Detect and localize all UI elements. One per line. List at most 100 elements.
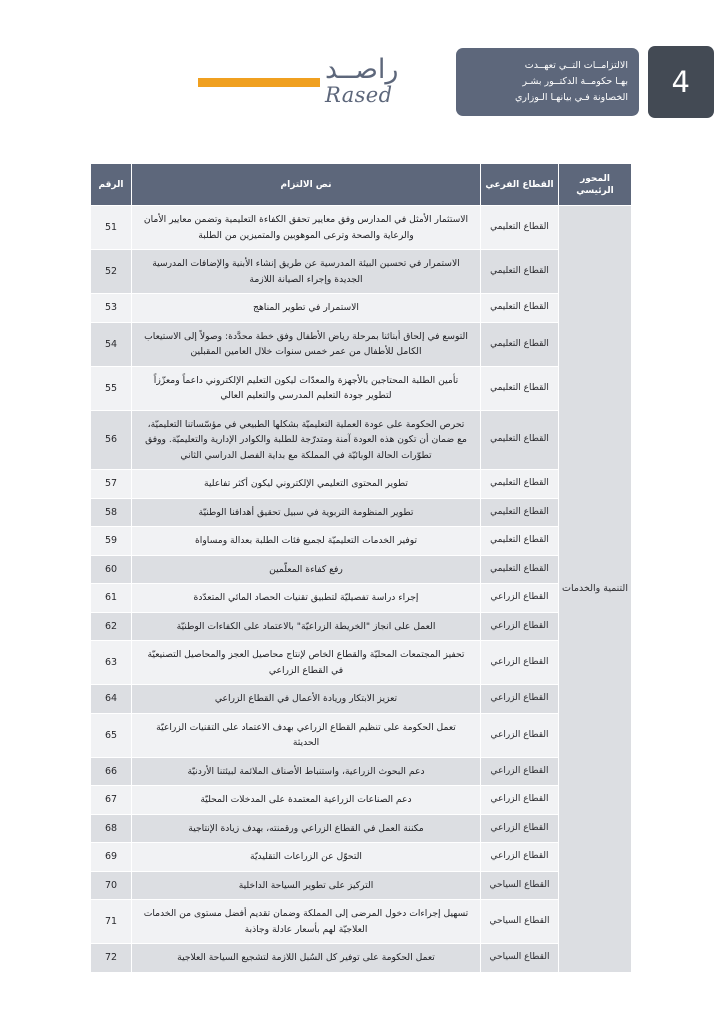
cell-commitment-text: مكننة العمل في القطاع الزراعي ورقمنته، ب… (131, 813, 481, 843)
table-body: التنمية والخدمات القطاع التعليمي الاستثمار… (90, 205, 632, 973)
table-row: القطاع السياحي تعمل الحكومة على توفير كل … (90, 943, 632, 973)
cell-commitment-text: إجراء دراسة تفصيليّة لتطبيق تقنيات الحصا… (131, 583, 481, 613)
cell-subsector: القطاع الزراعي (480, 813, 559, 843)
cell-subsector: القطاع السياحي (480, 899, 559, 944)
column-header-subsector: القطاع الفرعي (480, 163, 559, 206)
table-row: القطاع السياحي تسهيل إجراءات دخول المرضى … (90, 899, 632, 944)
cell-subsector: القطاع التعليمي (480, 249, 559, 294)
table-row: القطاع الزراعي دعم البحوث الزراعية، واستن… (90, 756, 632, 786)
header-title-line-1: الالتزامــات التــي تعهــدت (524, 60, 628, 71)
table-row: التنمية والخدمات القطاع التعليمي الاستثمار… (90, 205, 632, 973)
cell-commitment-text: الاستثمار الأمثل في المدارس وفق معايير ت… (131, 205, 481, 250)
header-title-line-3: الخصاونة فـي بيانهـا الـوزاري (514, 92, 628, 103)
cell-number: 53 (90, 293, 132, 323)
table-row: القطاع الزراعي دعم الصناعات الزراعية المع… (90, 785, 632, 815)
cell-subsector: القطاع الزراعي (480, 583, 559, 613)
cell-commitment-text: تطوير المنظومة التربوية في سبيل تحقيق أه… (131, 497, 481, 527)
rased-logo: راصــد Rased (325, 48, 445, 114)
cell-commitment-text: دعم البحوث الزراعية، واستنباط الأصناف ال… (131, 756, 481, 786)
cell-number: 56 (90, 409, 132, 470)
cell-commitment-text: تحفيز المجتمعات المحليّة والقطاع الخاص ل… (131, 640, 481, 685)
cell-commitment-text: رفع كفاءة المعلّمين (131, 554, 481, 584)
logo-arabic-text: راصــد (325, 54, 399, 85)
table-row: القطاع الزراعي التحوّل عن الزراعات التقلي… (90, 842, 632, 872)
table-row: القطاع السياحي التركيز على تطوير السياحة … (90, 870, 632, 900)
cell-subsector: القطاع التعليمي (480, 526, 559, 556)
cell-subsector: القطاع الزراعي (480, 611, 559, 641)
cell-commitment-text: التحوّل عن الزراعات التقليديّة (131, 842, 481, 872)
cell-number: 52 (90, 249, 132, 294)
chapter-number-badge: 4 (648, 46, 714, 118)
table-header: المحور الرئيسي القطاع الفرعي نص الالتزام… (90, 163, 632, 206)
cell-number: 71 (90, 899, 132, 944)
cell-number: 67 (90, 785, 132, 815)
commitments-table-wrapper: المحور الرئيسي القطاع الفرعي نص الالتزام… (90, 163, 632, 973)
table-row: القطاع التعليمي توفير الخدمات التعليميّة … (90, 526, 632, 556)
cell-subsector: القطاع التعليمي (480, 469, 559, 499)
column-header-number: الرقم (90, 163, 132, 206)
cell-subsector: القطاع التعليمي (480, 554, 559, 584)
cell-number: 63 (90, 640, 132, 685)
cell-commitment-text: التركيز على تطوير السياحة الداخلية (131, 870, 481, 900)
table-row: القطاع التعليمي التوسع في إلحاق أبنائنا ب… (90, 321, 632, 367)
commitments-table: المحور الرئيسي القطاع الفرعي نص الالتزام… (90, 163, 632, 973)
cell-number: 66 (90, 756, 132, 786)
table-row: القطاع التعليمي تحرص الحكومة على عودة الع… (90, 409, 632, 470)
table-row: القطاع الزراعي مكننة العمل في القطاع الزر… (90, 813, 632, 843)
cell-axis: التنمية والخدمات (558, 205, 632, 973)
cell-number: 55 (90, 365, 132, 411)
cell-commitment-text: دعم الصناعات الزراعية المعتمدة على المدخ… (131, 785, 481, 815)
table-row: القطاع التعليمي الاستمرار في تطوير المناه… (90, 293, 632, 323)
header-title-line-2: بهـا حكومــة الدكتــور بشـر (522, 76, 628, 87)
table-row: القطاع الزراعي تعمل الحكومة على تنظيم الق… (90, 712, 632, 758)
orange-accent-bar (198, 78, 320, 87)
cell-number: 51 (90, 205, 132, 250)
cell-commitment-text: تطوير المحتوى التعليمي الإلكتروني ليكون … (131, 469, 481, 499)
cell-subsector: القطاع التعليمي (480, 293, 559, 323)
cell-commitment-text: تعمل الحكومة على توفير كل السُبل اللازمة… (131, 943, 481, 973)
cell-number: 57 (90, 469, 132, 499)
cell-commitment-text: تأمين الطلبة المحتاجين بالأجهزة والمعدّا… (131, 365, 481, 411)
cell-number: 70 (90, 870, 132, 900)
table-row: القطاع التعليمي رفع كفاءة المعلّمين 60 (90, 554, 632, 584)
cell-commitment-text: تسهيل إجراءات دخول المرضى إلى المملكة وض… (131, 899, 481, 944)
cell-number: 72 (90, 943, 132, 973)
cell-commitment-text: العمل على انجاز "الخريطة الزراعيّة" بالا… (131, 611, 481, 641)
table-row: القطاع التعليمي تأمين الطلبة المحتاجين با… (90, 365, 632, 411)
table-row: القطاع التعليمي تطوير المنظومة التربوية ف… (90, 497, 632, 527)
cell-number: 60 (90, 554, 132, 584)
cell-number: 59 (90, 526, 132, 556)
cell-subsector: القطاع التعليمي (480, 409, 559, 470)
cell-commitment-text: تعزيز الابتكار وريادة الأعمال في القطاع … (131, 684, 481, 714)
cell-subsector: القطاع الزراعي (480, 684, 559, 714)
cell-subsector: القطاع الزراعي (480, 756, 559, 786)
cell-number: 58 (90, 497, 132, 527)
cell-subsector: القطاع الزراعي (480, 842, 559, 872)
cell-number: 64 (90, 684, 132, 714)
cell-subsector: القطاع السياحي (480, 870, 559, 900)
logo-latin-text: Rased (325, 83, 393, 107)
column-header-text: نص الالتزام (131, 163, 481, 206)
table-row: القطاع الزراعي تحفيز المجتمعات المحليّة و… (90, 640, 632, 685)
cell-subsector: القطاع التعليمي (480, 365, 559, 411)
cell-subsector: القطاع التعليمي (480, 497, 559, 527)
table-row: القطاع التعليمي تطوير المحتوى التعليمي ال… (90, 469, 632, 499)
column-header-axis: المحور الرئيسي (558, 163, 632, 206)
cell-commitment-text: توفير الخدمات التعليميّة لجميع فئات الطل… (131, 526, 481, 556)
table-row: القطاع التعليمي الاستمرار في تحسين البيئة… (90, 249, 632, 294)
cell-number: 54 (90, 321, 132, 367)
cell-number: 68 (90, 813, 132, 843)
cell-number: 69 (90, 842, 132, 872)
cell-number: 65 (90, 712, 132, 758)
cell-commitment-text: تحرص الحكومة على عودة العملية التعليميّة… (131, 409, 481, 470)
table-header-row: المحور الرئيسي القطاع الفرعي نص الالتزام… (90, 163, 632, 206)
table-row: القطاع الزراعي تعزيز الابتكار وريادة الأع… (90, 684, 632, 714)
cell-subsector: القطاع السياحي (480, 943, 559, 973)
table-row: القطاع الزراعي إجراء دراسة تفصيليّة لتطبي… (90, 583, 632, 613)
cell-commitment-text: تعمل الحكومة على تنظيم القطاع الزراعي به… (131, 712, 481, 758)
cell-number: 62 (90, 611, 132, 641)
cell-commitment-text: الاستمرار في تحسين البيئة المدرسية عن طر… (131, 249, 481, 294)
cell-subsector: القطاع التعليمي (480, 321, 559, 367)
cell-subsector: القطاع الزراعي (480, 785, 559, 815)
